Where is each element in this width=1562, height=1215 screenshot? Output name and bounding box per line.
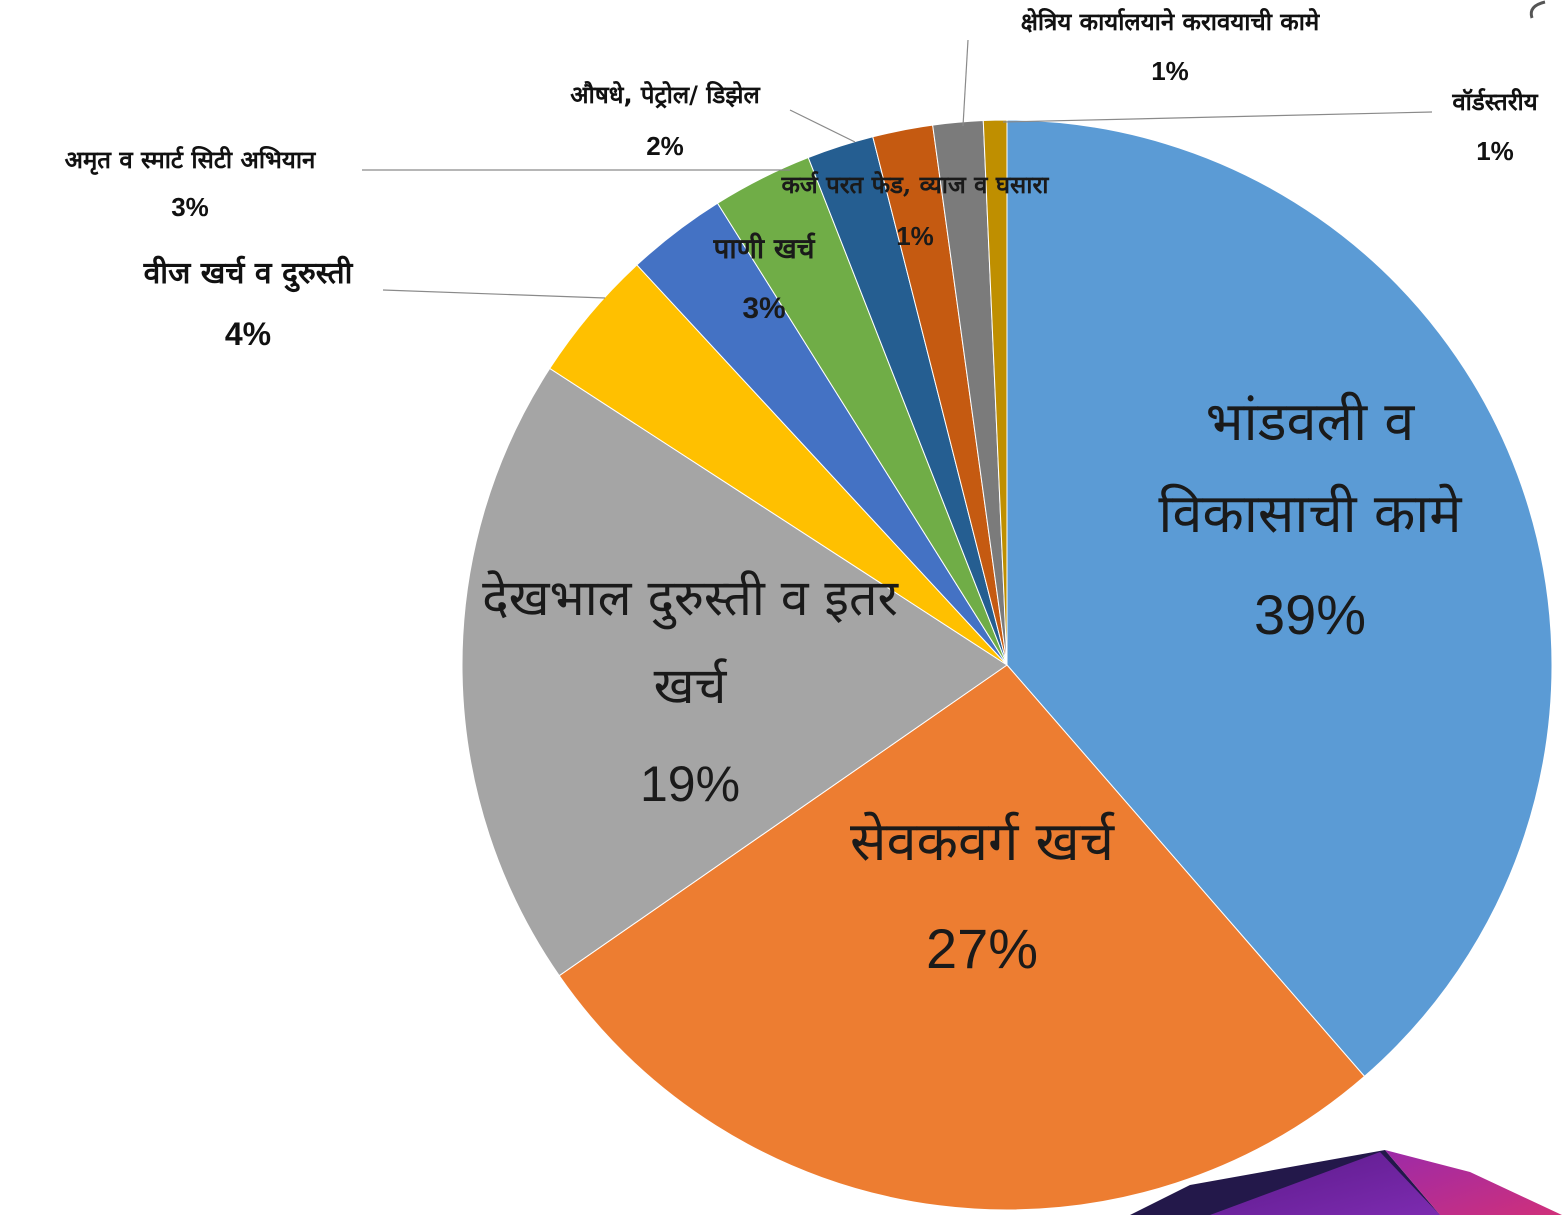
corner-bracket: [1529, 0, 1546, 19]
slice-label-10: वॉर्डस्तरीय: [1451, 88, 1538, 116]
decor-shape-magenta: [1385, 1150, 1562, 1215]
pie-slice-1: [1006, 119, 1553, 1078]
slice-label-4: वीज खर्च व दुरुस्ती: [143, 255, 354, 293]
leader-line-4: [382, 289, 606, 299]
slice-pct-6: 3%: [171, 192, 209, 222]
slice-pct-2: 27%: [926, 917, 1038, 980]
slice-label-5-line-1: पाणी खर्च: [712, 232, 815, 265]
slice-labels: भांडवली व विकासाची कामे 39% सेवकवर्ग खर्च 27…: [65, 8, 1539, 980]
slice-pct-8: 1%: [896, 221, 934, 251]
slice-label-3-line-2: खर्च: [654, 657, 728, 715]
slice-label-9: क्षेत्रिय कार्यालयाने करावयाची कामे: [1021, 8, 1321, 36]
slice-label-1-line-2: विकासाची कामे: [1158, 482, 1463, 545]
decor-shape-purple: [1210, 1152, 1440, 1215]
leader-lines: [362, 39, 1433, 299]
slice-label-1-line-1: भांडवली व: [1206, 390, 1416, 453]
leader-line-10: [1002, 111, 1433, 123]
slice-pct-9: 1%: [1151, 56, 1189, 86]
slice-label-3-line-1: देखभाल दुरुस्ती व इतर: [482, 569, 899, 630]
slice-pct-4: 4%: [225, 316, 271, 352]
pie-slice-10: [982, 119, 1008, 666]
pie-slices: [461, 119, 1553, 1211]
pie-slice-2: [558, 664, 1366, 1211]
slice-pct-1: 39%: [1254, 583, 1366, 646]
slice-pct-5: 3%: [742, 292, 785, 325]
slice-pct-7: 2%: [646, 131, 684, 161]
slice-label-8-line-1: कर्ज परत फेड, व्याज व घसारा: [781, 170, 1050, 199]
pie-slice-3: [461, 367, 1008, 977]
slice-pct-3: 19%: [640, 756, 740, 812]
leader-line-7: [789, 109, 856, 143]
slice-label-6: अमृत व स्मार्ट सिटी अभियान: [65, 146, 317, 175]
slice-label-2-line-1: सेवकवर्ग खर्च: [850, 810, 1116, 873]
slice-pct-10: 1%: [1476, 136, 1514, 166]
leader-line-9: [962, 39, 969, 127]
slice-label-7: औषधे, पेट्रोल/ डिझेल: [570, 81, 761, 109]
